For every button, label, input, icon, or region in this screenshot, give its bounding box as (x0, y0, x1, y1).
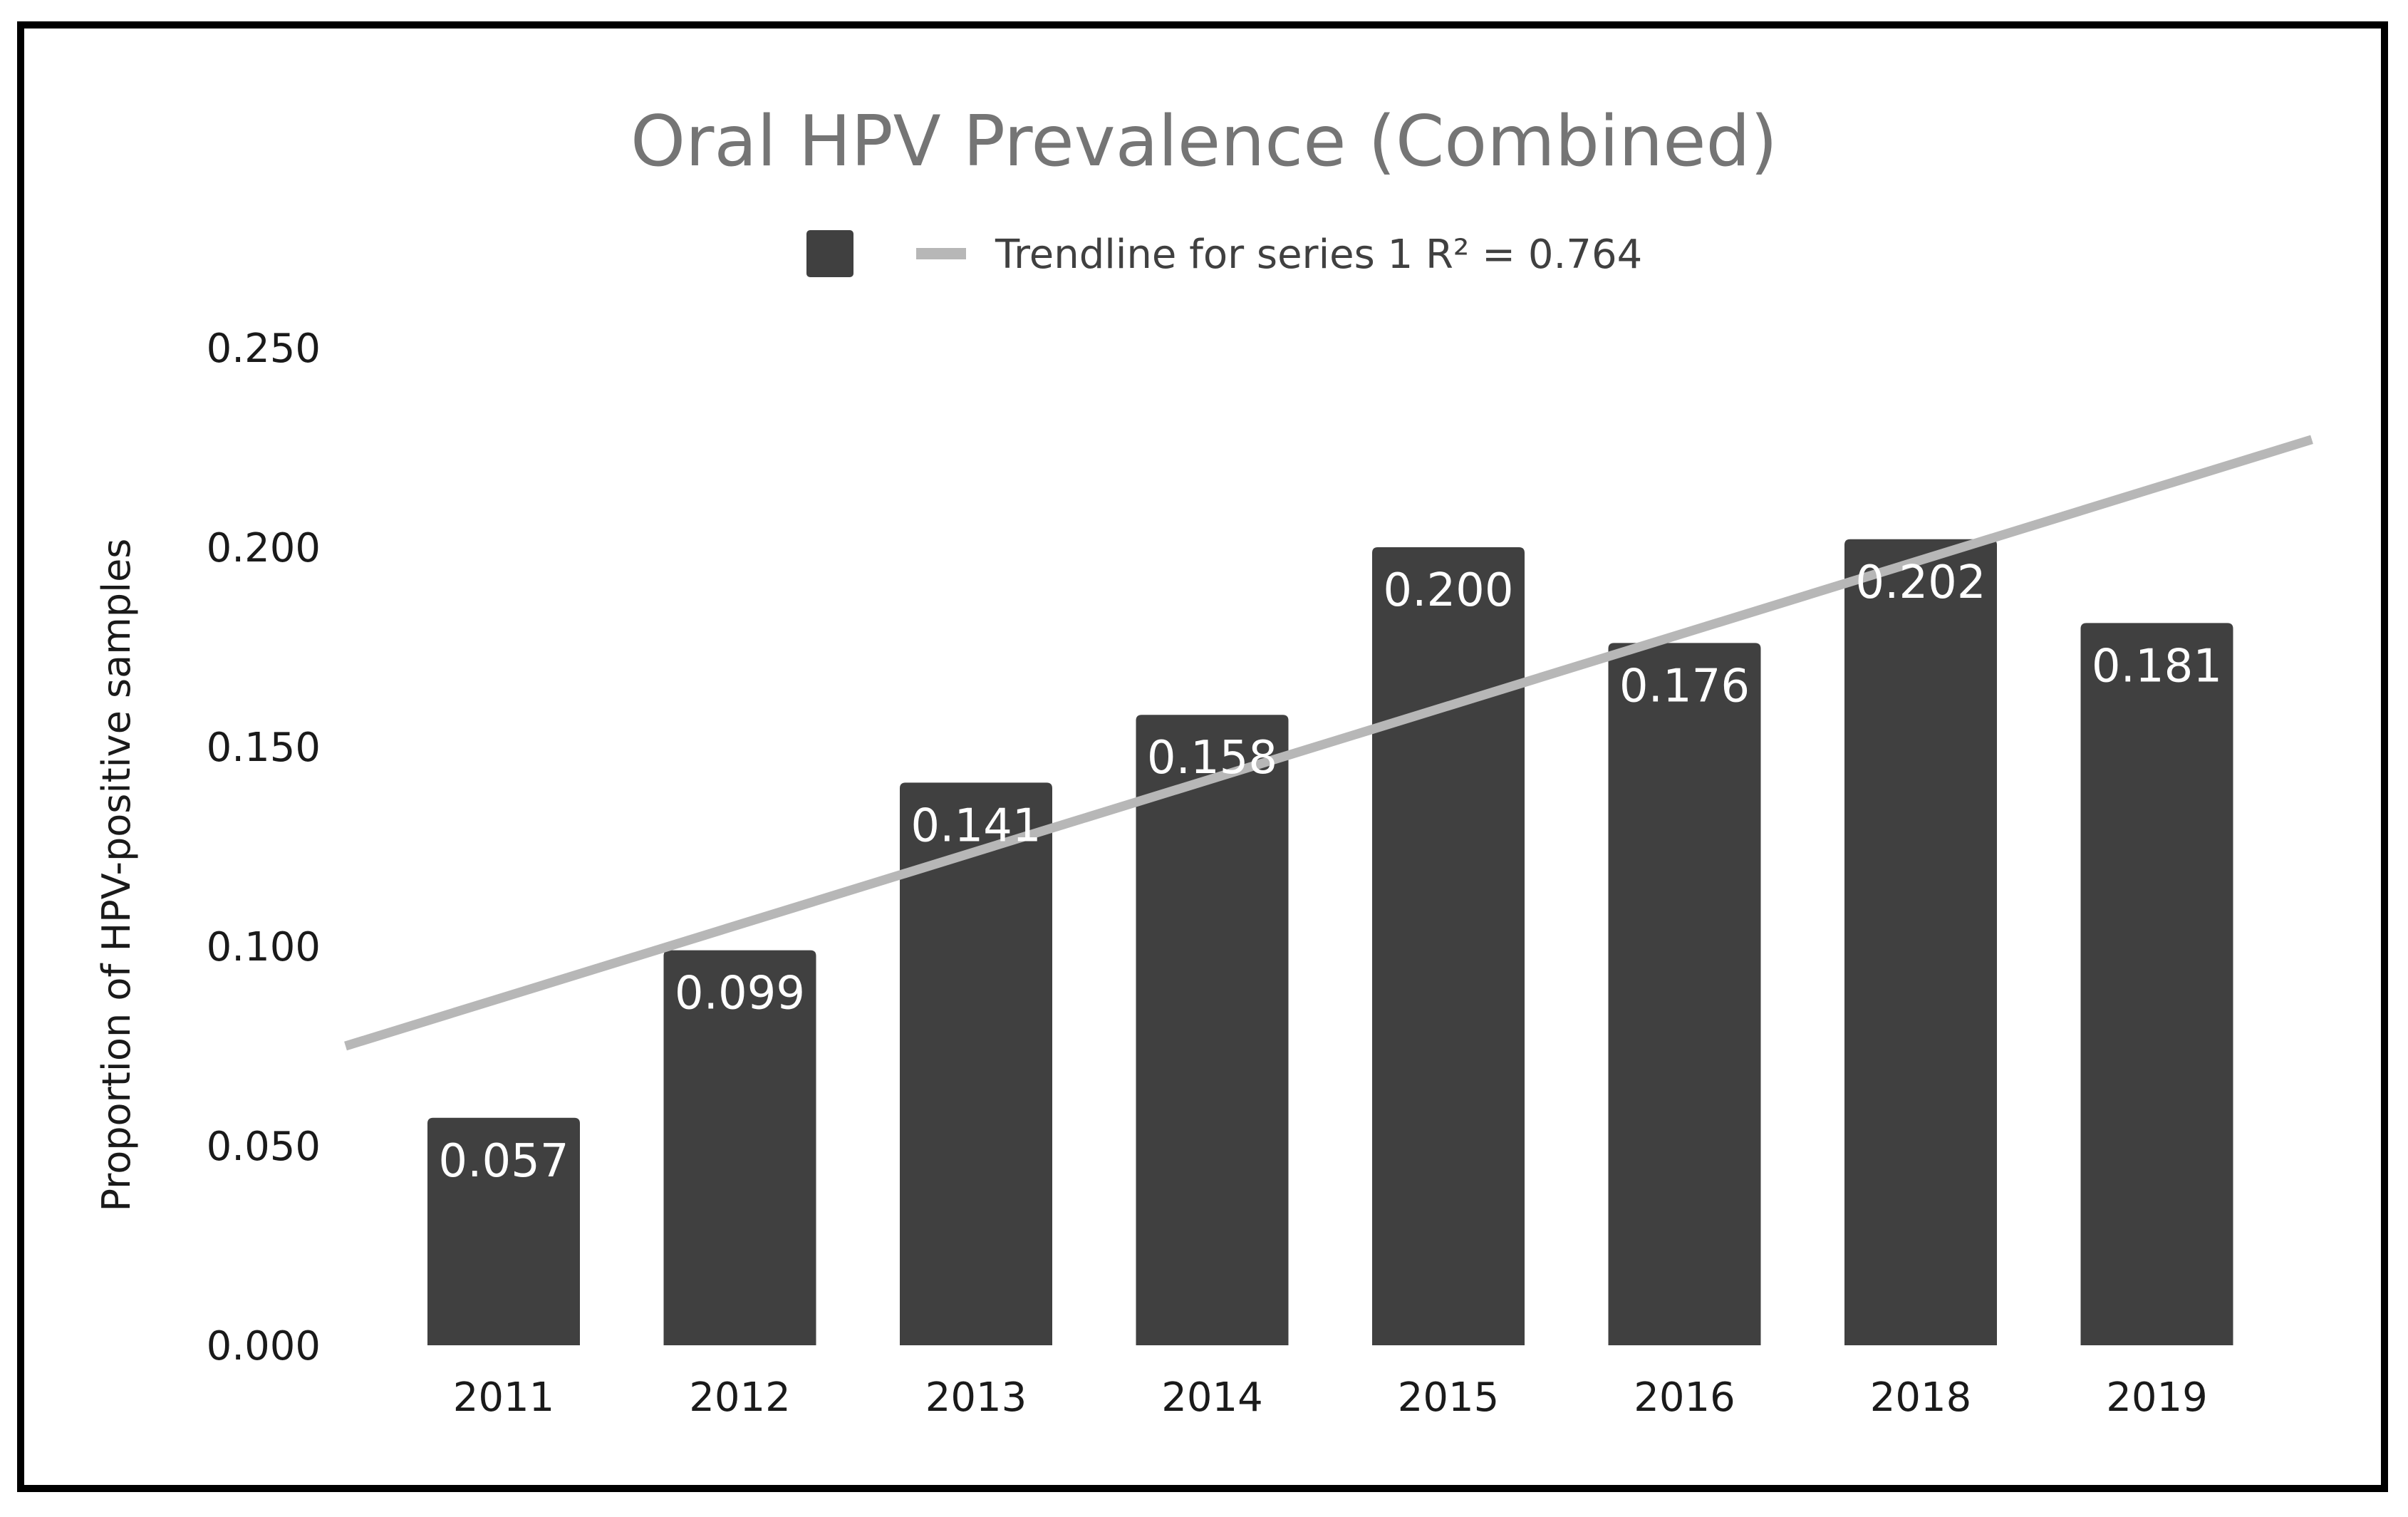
data-label-2014: 0.158 (1147, 732, 1277, 785)
y-tick-label: 0.150 (207, 725, 321, 771)
x-tick-label: 2012 (689, 1374, 791, 1421)
y-axis-title: Proportion of HPV-positive samples (94, 539, 139, 1212)
data-label-2013: 0.141 (910, 799, 1041, 852)
trendline-group (344, 435, 2313, 1051)
bar-2013 (900, 782, 1052, 1345)
legend-bar-swatch (806, 230, 853, 277)
bar-2011 (427, 1117, 580, 1345)
legend-trendline-swatch (916, 248, 966, 259)
bar-2018 (1844, 539, 1997, 1345)
bar-2019 (2080, 623, 2233, 1345)
data-label-2012: 0.099 (675, 968, 805, 1020)
data-label-2016: 0.176 (1619, 660, 1750, 713)
bar-2012 (663, 950, 816, 1345)
x-tick-label: 2018 (1870, 1374, 1972, 1421)
data-label-2015: 0.200 (1383, 564, 1513, 617)
data-label-2011: 0.057 (438, 1135, 569, 1188)
bars (427, 539, 2233, 1345)
x-tick-label: 2016 (1634, 1374, 1735, 1421)
data-label-2019: 0.181 (2092, 640, 2222, 693)
x-tick-label: 2015 (1398, 1374, 1500, 1421)
y-tick-label: 0.050 (207, 1124, 321, 1170)
y-tick-label: 0.200 (207, 525, 321, 571)
x-axis-ticks: 2011 2012 2013 2014 2015 2016 2018 2019 (453, 1374, 2208, 1421)
legend-trendline-label: Trendline for series 1 R² = 0.764 (995, 232, 1642, 278)
bar-2016 (1608, 643, 1761, 1345)
data-label-2018: 0.202 (1855, 556, 1986, 609)
y-axis-ticks: 0.000 0.050 0.100 0.150 0.200 0.250 (207, 326, 321, 1370)
y-tick-label: 0.100 (207, 924, 321, 970)
y-tick-label: 0.250 (207, 326, 321, 372)
y-tick-label: 0.000 (207, 1323, 321, 1370)
trendline (344, 435, 2313, 1051)
x-tick-label: 2019 (2106, 1374, 2208, 1421)
data-labels: 0.057 0.099 0.141 0.158 0.200 0.176 0.202 0.181 (438, 556, 2222, 1188)
x-tick-label: 2013 (925, 1374, 1027, 1421)
x-tick-label: 2014 (1161, 1374, 1263, 1421)
chart-title: Oral HPV Prevalence (Combined) (630, 101, 1778, 182)
bar-2015 (1372, 547, 1525, 1345)
bar-2014 (1136, 715, 1289, 1345)
x-tick-label: 2011 (453, 1374, 555, 1421)
